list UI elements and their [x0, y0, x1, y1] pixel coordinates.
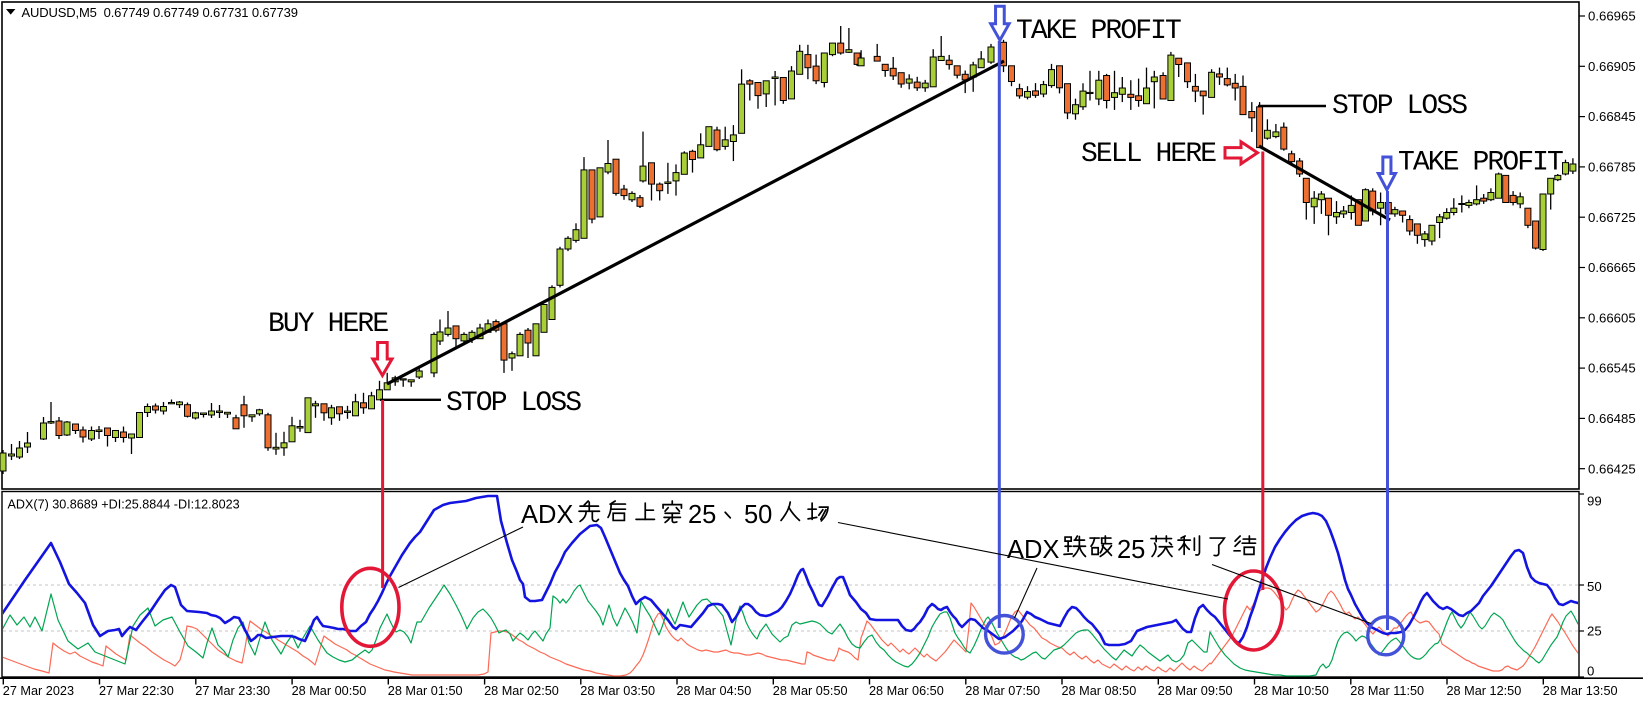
svg-text:28 Mar 12:50: 28 Mar 12:50: [1447, 684, 1522, 698]
svg-text:TAKE PROFIT: TAKE PROFIT: [1398, 148, 1563, 179]
svg-text:28 Mar 11:50: 28 Mar 11:50: [1350, 684, 1424, 698]
svg-text:BUY HERE: BUY HERE: [268, 309, 388, 340]
svg-text:28 Mar 04:50: 28 Mar 04:50: [677, 684, 752, 698]
svg-text:28 Mar 07:50: 28 Mar 07:50: [965, 684, 1040, 698]
svg-text:SELL HERE: SELL HERE: [1081, 139, 1216, 170]
svg-text:50: 50: [1587, 579, 1602, 594]
svg-text:25: 25: [688, 501, 716, 529]
svg-text:TAKE PROFIT: TAKE PROFIT: [1016, 16, 1181, 47]
svg-text:0: 0: [1587, 664, 1594, 679]
svg-text:0.66485: 0.66485: [1588, 411, 1636, 426]
svg-text:27 Mar 23:30: 27 Mar 23:30: [195, 684, 270, 698]
svg-text:0.66665: 0.66665: [1588, 260, 1636, 275]
svg-text:0.66845: 0.66845: [1588, 109, 1636, 124]
svg-text:28 Mar 05:50: 28 Mar 05:50: [773, 684, 848, 698]
svg-text:0.66545: 0.66545: [1588, 361, 1636, 376]
svg-text:STOP LOSS: STOP LOSS: [446, 388, 581, 419]
svg-text:0.66725: 0.66725: [1588, 210, 1636, 225]
svg-text:28 Mar 03:50: 28 Mar 03:50: [580, 684, 655, 698]
svg-text:ADX: ADX: [1007, 536, 1059, 564]
svg-text:28 Mar 02:50: 28 Mar 02:50: [484, 684, 559, 698]
svg-text:0.66425: 0.66425: [1588, 461, 1636, 476]
svg-text:27 Mar 2023: 27 Mar 2023: [3, 684, 74, 698]
svg-text:28 Mar 01:50: 28 Mar 01:50: [388, 684, 463, 698]
svg-text:27 Mar 22:30: 27 Mar 22:30: [99, 684, 174, 698]
svg-text:ADX(7) 30.8689 +DI:25.8844 -DI: ADX(7) 30.8689 +DI:25.8844 -DI:12.8023: [8, 498, 240, 512]
svg-text:0.66965: 0.66965: [1588, 9, 1636, 24]
svg-text:28 Mar 13:50: 28 Mar 13:50: [1543, 684, 1618, 698]
svg-text:28 Mar 00:50: 28 Mar 00:50: [292, 684, 367, 698]
svg-text:28 Mar 06:50: 28 Mar 06:50: [869, 684, 944, 698]
svg-text:25: 25: [1587, 624, 1602, 639]
svg-text:28 Mar 10:50: 28 Mar 10:50: [1254, 684, 1329, 698]
svg-text:99: 99: [1587, 494, 1602, 509]
svg-text:0.66605: 0.66605: [1588, 310, 1636, 325]
svg-text:ADX: ADX: [521, 501, 573, 529]
svg-text:28 Mar 08:50: 28 Mar 08:50: [1062, 684, 1137, 698]
svg-text:25: 25: [1117, 536, 1145, 564]
svg-text:AUDUSD,M5 0.67749 0.67749 0.6: AUDUSD,M5 0.67749 0.67749 0.67731 0.6773…: [22, 5, 298, 20]
svg-text:28 Mar 09:50: 28 Mar 09:50: [1158, 684, 1233, 698]
svg-text:0.66905: 0.66905: [1588, 59, 1636, 74]
svg-text:0.66785: 0.66785: [1588, 160, 1636, 175]
svg-text:50: 50: [744, 501, 772, 529]
svg-text:STOP LOSS: STOP LOSS: [1332, 91, 1467, 122]
